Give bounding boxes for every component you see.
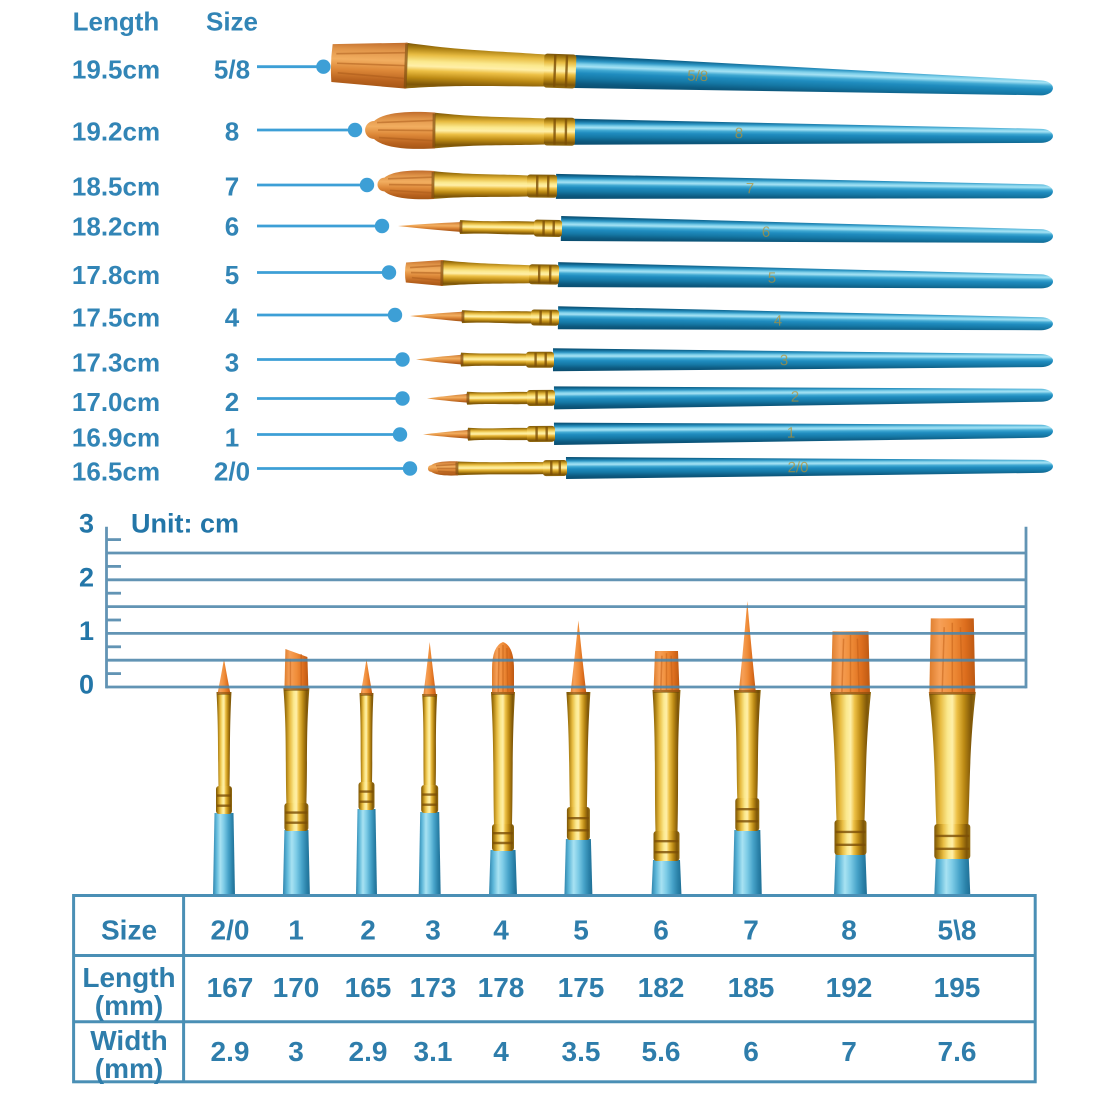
svg-text:5/8: 5/8 bbox=[214, 55, 250, 85]
svg-text:178: 178 bbox=[478, 972, 525, 1003]
svg-text:6: 6 bbox=[743, 1036, 759, 1067]
svg-text:0: 0 bbox=[79, 670, 94, 700]
svg-text:170: 170 bbox=[273, 972, 320, 1003]
svg-text:4: 4 bbox=[225, 303, 240, 333]
svg-text:3: 3 bbox=[225, 348, 239, 378]
svg-text:167: 167 bbox=[207, 972, 254, 1003]
svg-text:2: 2 bbox=[225, 387, 239, 417]
svg-text:6: 6 bbox=[762, 224, 771, 241]
svg-text:17.8cm: 17.8cm bbox=[72, 260, 160, 290]
svg-text:17.3cm: 17.3cm bbox=[72, 348, 160, 378]
svg-text:165: 165 bbox=[345, 972, 392, 1003]
svg-text:7: 7 bbox=[746, 180, 755, 197]
svg-text:195: 195 bbox=[934, 972, 981, 1003]
svg-text:Width: Width bbox=[90, 1025, 168, 1056]
svg-text:3.5: 3.5 bbox=[562, 1036, 601, 1067]
svg-text:17.5cm: 17.5cm bbox=[72, 303, 160, 333]
svg-text:6: 6 bbox=[225, 212, 239, 242]
svg-text:5\8: 5\8 bbox=[938, 915, 977, 946]
svg-text:2: 2 bbox=[79, 562, 94, 592]
svg-text:Size: Size bbox=[206, 7, 258, 37]
svg-text:6: 6 bbox=[653, 915, 669, 946]
svg-text:2.9: 2.9 bbox=[211, 1036, 250, 1067]
svg-text:3: 3 bbox=[79, 509, 94, 539]
svg-text:2/0: 2/0 bbox=[788, 459, 809, 476]
svg-text:2/0: 2/0 bbox=[214, 457, 250, 487]
svg-text:3.1: 3.1 bbox=[414, 1036, 453, 1067]
svg-text:2/0: 2/0 bbox=[211, 915, 250, 946]
svg-text:7: 7 bbox=[743, 915, 759, 946]
svg-text:8: 8 bbox=[225, 117, 239, 147]
svg-text:19.5cm: 19.5cm bbox=[72, 55, 160, 85]
svg-text:1: 1 bbox=[787, 425, 795, 442]
svg-text:3: 3 bbox=[288, 1036, 304, 1067]
svg-text:Length: Length bbox=[73, 7, 160, 37]
svg-text:192: 192 bbox=[826, 972, 873, 1003]
svg-text:5.6: 5.6 bbox=[642, 1036, 681, 1067]
svg-text:3: 3 bbox=[425, 915, 441, 946]
svg-text:2: 2 bbox=[791, 389, 799, 406]
svg-text:1: 1 bbox=[288, 915, 304, 946]
svg-text:7: 7 bbox=[841, 1036, 857, 1067]
svg-text:7.6: 7.6 bbox=[938, 1036, 977, 1067]
svg-text:1: 1 bbox=[79, 616, 94, 646]
svg-text:Unit: cm: Unit: cm bbox=[131, 508, 239, 538]
svg-text:18.5cm: 18.5cm bbox=[72, 172, 160, 202]
svg-text:4: 4 bbox=[493, 915, 509, 946]
svg-text:Size: Size bbox=[101, 915, 157, 946]
svg-text:4: 4 bbox=[493, 1036, 509, 1067]
svg-text:2.9: 2.9 bbox=[349, 1036, 388, 1067]
svg-text:8: 8 bbox=[841, 915, 857, 946]
svg-text:3: 3 bbox=[780, 352, 788, 369]
svg-text:16.5cm: 16.5cm bbox=[72, 457, 160, 487]
svg-text:175: 175 bbox=[558, 972, 605, 1003]
svg-text:5: 5 bbox=[225, 260, 239, 290]
svg-text:(mm): (mm) bbox=[95, 990, 163, 1021]
svg-text:173: 173 bbox=[410, 972, 457, 1003]
svg-text:Length: Length bbox=[82, 962, 175, 993]
svg-text:185: 185 bbox=[728, 972, 775, 1003]
svg-text:182: 182 bbox=[638, 972, 685, 1003]
svg-text:16.9cm: 16.9cm bbox=[72, 423, 160, 453]
svg-text:5: 5 bbox=[573, 915, 589, 946]
svg-text:7: 7 bbox=[225, 172, 239, 202]
svg-text:17.0cm: 17.0cm bbox=[72, 387, 160, 417]
svg-text:1: 1 bbox=[225, 423, 239, 453]
svg-text:(mm): (mm) bbox=[95, 1053, 163, 1084]
svg-text:5/8: 5/8 bbox=[687, 67, 708, 85]
svg-text:2: 2 bbox=[360, 915, 376, 946]
svg-text:18.2cm: 18.2cm bbox=[72, 212, 160, 242]
svg-text:19.2cm: 19.2cm bbox=[72, 117, 160, 147]
svg-text:5: 5 bbox=[768, 270, 777, 287]
svg-text:4: 4 bbox=[774, 312, 783, 329]
svg-text:8: 8 bbox=[735, 125, 743, 142]
